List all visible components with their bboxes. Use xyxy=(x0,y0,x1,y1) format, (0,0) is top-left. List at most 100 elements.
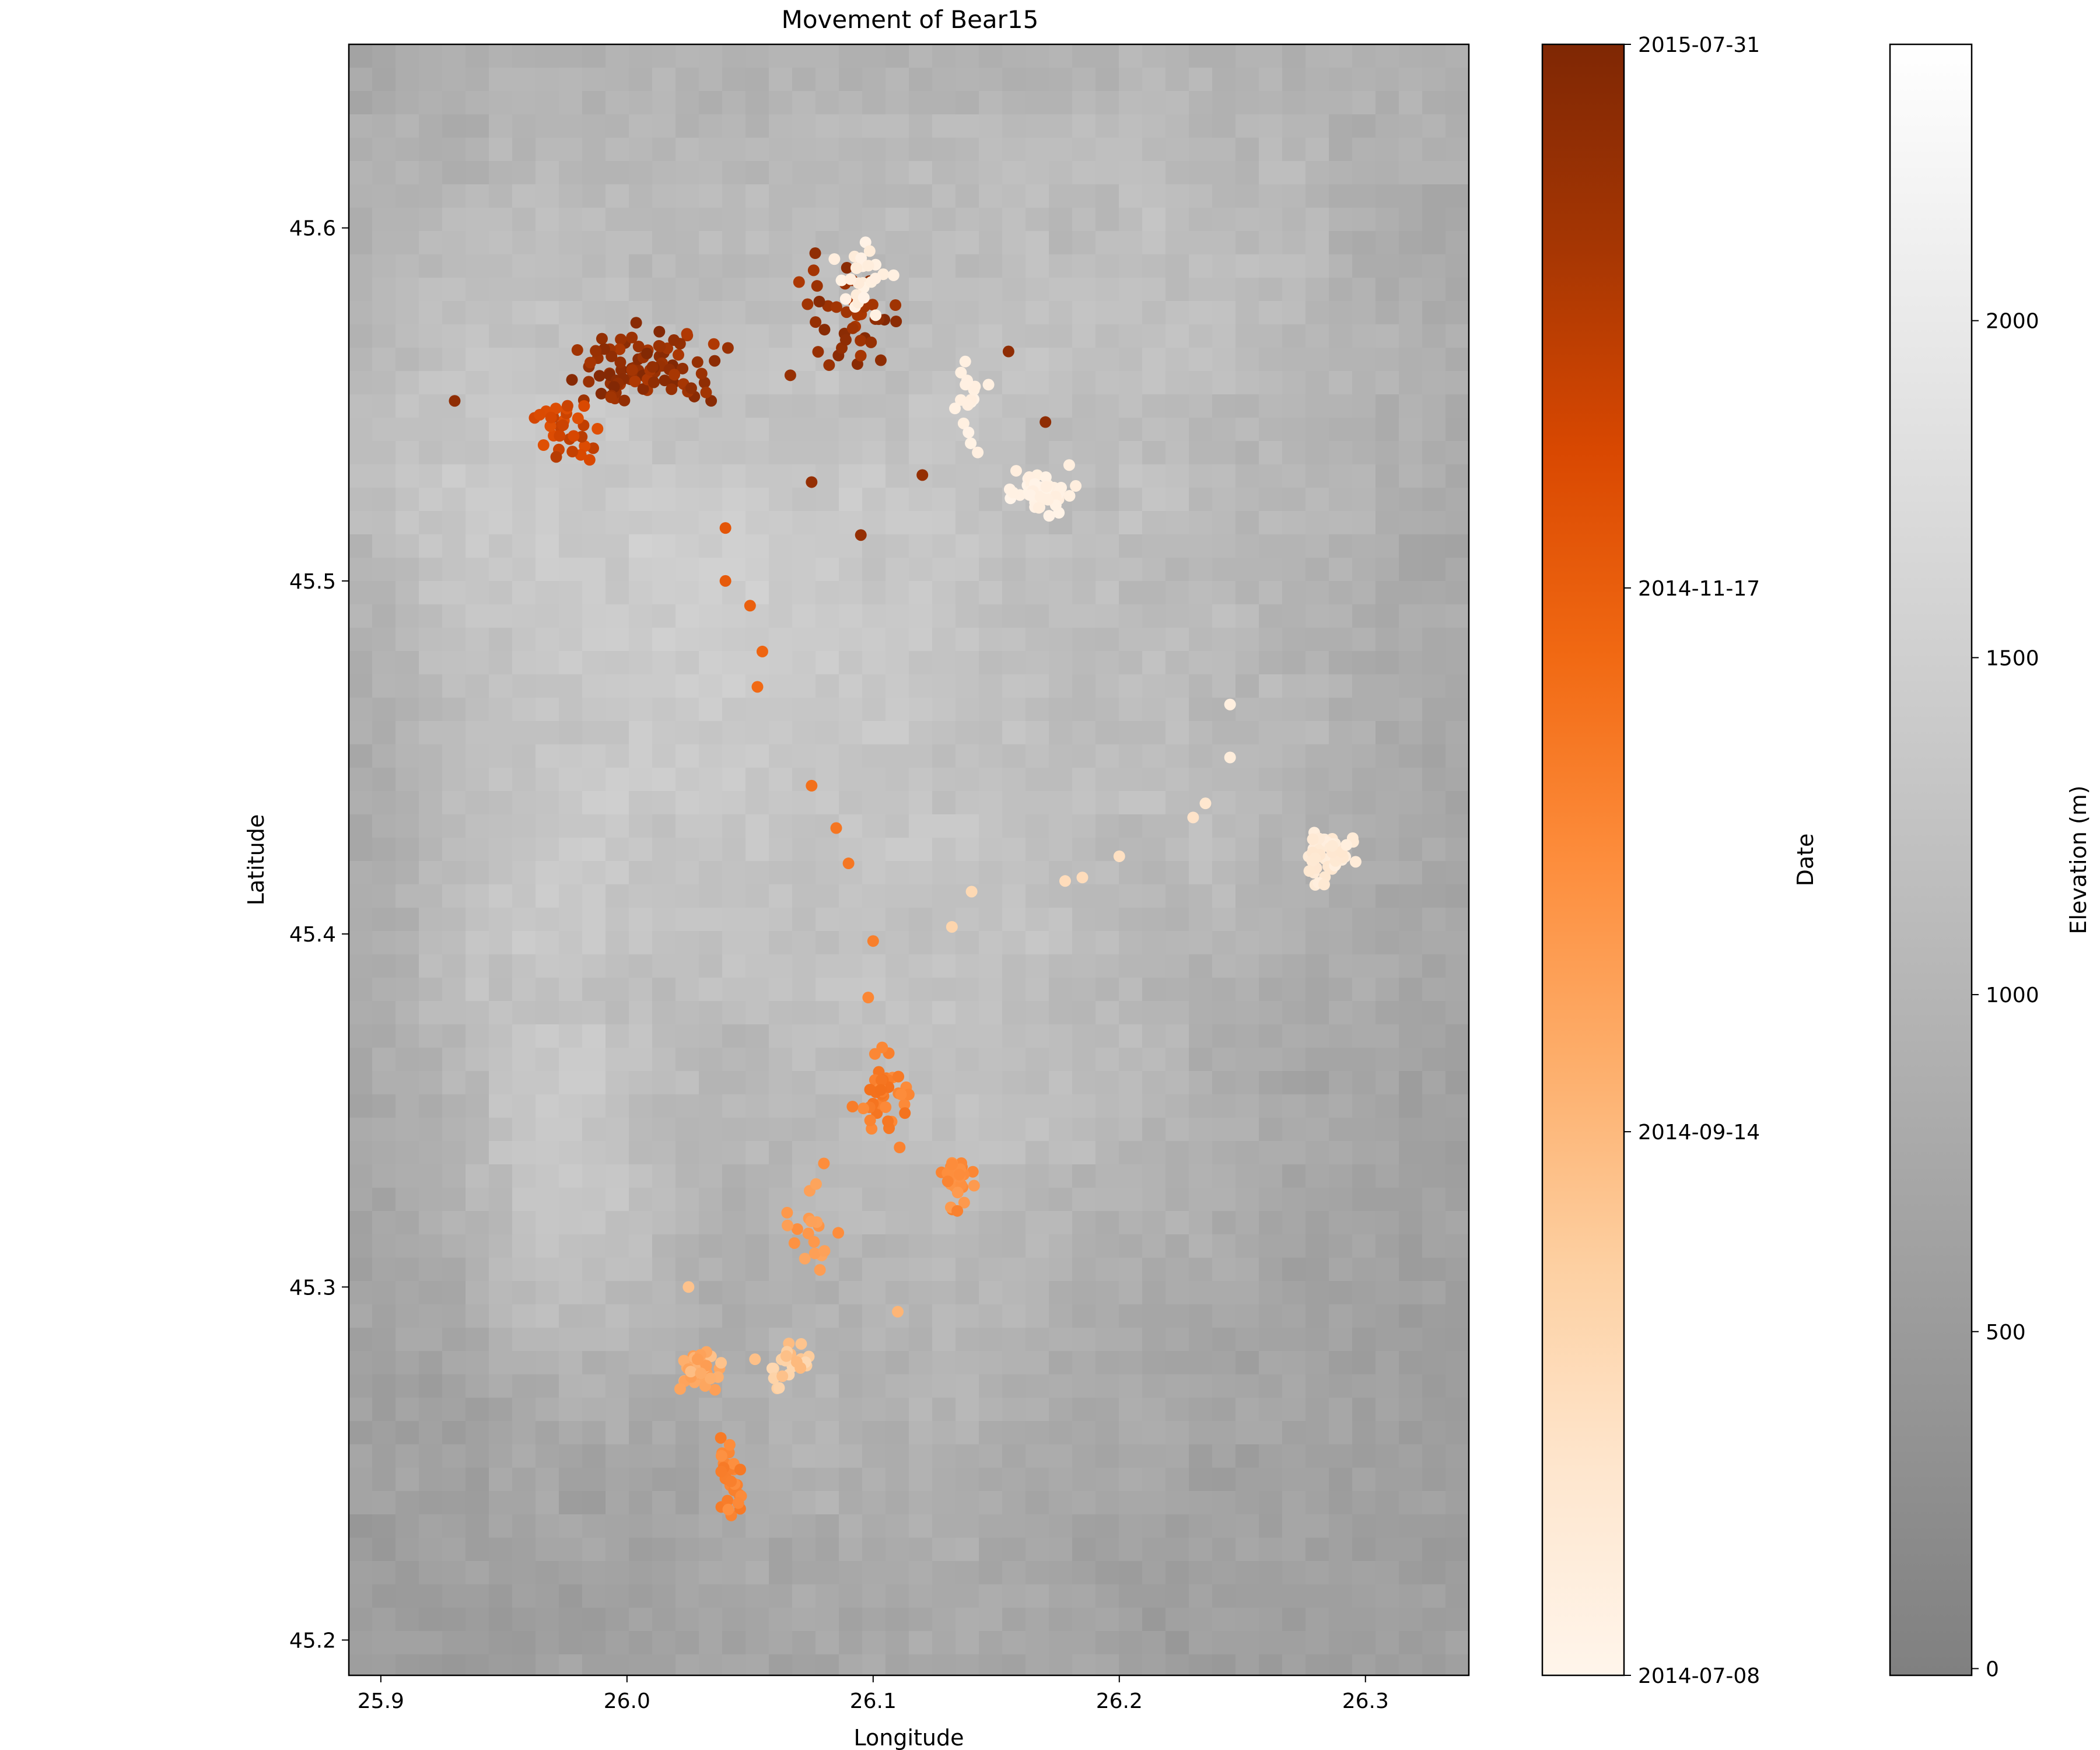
elevation-cell xyxy=(1399,1421,1423,1445)
elevation-cell xyxy=(722,1024,746,1048)
elevation-cell xyxy=(349,768,373,792)
elevation-cell xyxy=(1212,1188,1236,1212)
location-point xyxy=(776,1370,789,1382)
elevation-cell xyxy=(489,978,513,1002)
elevation-cell xyxy=(1142,1631,1166,1655)
elevation-cell xyxy=(1422,91,1446,115)
elevation-cell xyxy=(1072,1164,1096,1188)
elevation-cell xyxy=(582,838,606,862)
elevation-cell xyxy=(349,814,373,838)
elevation-cell xyxy=(769,1421,793,1445)
elevation-cell xyxy=(349,534,373,558)
elevation-cell xyxy=(372,1048,396,1072)
elevation-cell xyxy=(1422,278,1446,302)
elevation-cell xyxy=(396,278,419,302)
elevation-cell xyxy=(1072,581,1096,605)
elevation-cell xyxy=(1376,838,1399,862)
elevation-cell xyxy=(979,814,1003,838)
elevation-cell xyxy=(839,44,863,68)
elevation-cell xyxy=(932,978,956,1002)
elevation-cell xyxy=(839,1234,863,1258)
elevation-cell xyxy=(839,978,863,1002)
elevation-cell xyxy=(886,488,909,512)
elevation-cell xyxy=(582,884,606,908)
elevation-cell xyxy=(396,1468,419,1492)
elevation-cell xyxy=(349,371,373,395)
elevation-cell xyxy=(886,1374,909,1398)
elevation-cell xyxy=(349,208,373,232)
elevation-cell xyxy=(1236,1398,1259,1422)
elevation-cell xyxy=(699,1211,723,1235)
elevation-cell xyxy=(1306,1351,1329,1375)
elevation-cell xyxy=(816,698,839,722)
elevation-cell xyxy=(1352,604,1376,628)
elevation-cell xyxy=(1026,534,1049,558)
elevation-cell xyxy=(1352,1584,1376,1608)
elevation-cell xyxy=(839,884,863,908)
elevation-cell xyxy=(349,511,373,535)
elevation-cell xyxy=(1119,1258,1143,1282)
elevation-cell xyxy=(1236,978,1259,1002)
elevation-cell xyxy=(1306,744,1329,768)
elevation-cell xyxy=(442,674,466,698)
elevation-cell xyxy=(1049,978,1073,1002)
elevation-cell xyxy=(1236,1351,1259,1375)
elevation-cell xyxy=(792,1491,816,1515)
elevation-cell xyxy=(1399,1001,1423,1025)
elevation-cell xyxy=(559,1421,583,1445)
elevation-cell xyxy=(419,698,443,722)
elevation-cell xyxy=(746,114,769,138)
elevation-cell xyxy=(1399,1374,1423,1398)
elevation-cell xyxy=(676,1631,699,1655)
elevation-cell xyxy=(652,1444,676,1468)
elevation-cell xyxy=(839,1444,863,1468)
elevation-cell xyxy=(1096,324,1119,348)
elevation-cell xyxy=(1399,1491,1423,1515)
elevation-cell xyxy=(1166,324,1189,348)
elevation-cell xyxy=(629,884,653,908)
elevation-cell xyxy=(1166,1001,1189,1025)
elevation-cell xyxy=(536,1538,559,1562)
elevation-cell xyxy=(372,978,396,1002)
elevation-cell xyxy=(536,1118,559,1142)
location-point xyxy=(626,364,638,376)
location-point xyxy=(780,1350,792,1362)
elevation-cell xyxy=(652,1351,676,1375)
elevation-cell xyxy=(396,44,419,68)
elevation-cell xyxy=(372,954,396,978)
elevation-cell xyxy=(606,768,629,792)
elevation-cell xyxy=(1236,628,1259,652)
elevation-cell xyxy=(1329,371,1353,395)
elevation-cell xyxy=(1306,511,1329,535)
elevation-cell xyxy=(1282,1514,1306,1538)
elevation-cell xyxy=(606,698,629,722)
elevation-cell xyxy=(512,1281,536,1305)
elevation-cell xyxy=(1166,1468,1189,1492)
elevation-cell xyxy=(1422,791,1446,815)
elevation-cell xyxy=(652,768,676,792)
elevation-cell xyxy=(932,744,956,768)
elevation-cell xyxy=(1142,604,1166,628)
elevation-cell xyxy=(536,604,559,628)
elevation-cell xyxy=(489,161,513,185)
elevation-cell xyxy=(559,1514,583,1538)
elevation-cell xyxy=(1446,814,1469,838)
elevation-cell xyxy=(979,534,1003,558)
elevation-cell xyxy=(1119,1398,1143,1422)
elevation-cell xyxy=(1399,114,1423,138)
elevation-cell xyxy=(909,674,933,698)
location-point xyxy=(715,1357,727,1369)
elevation-cell xyxy=(956,1024,979,1048)
elevation-cell xyxy=(1166,908,1189,932)
elevation-cell xyxy=(1306,1211,1329,1235)
elevation-cell xyxy=(1422,1608,1446,1632)
elevation-cell xyxy=(1026,1024,1049,1048)
elevation-cell xyxy=(1329,68,1353,92)
elevation-cell xyxy=(396,1094,419,1118)
elevation-cell xyxy=(1142,1304,1166,1328)
elevation-cell xyxy=(1049,1118,1073,1142)
elevation-cell xyxy=(1259,1024,1283,1048)
elevation-cell xyxy=(1259,44,1283,68)
elevation-cell xyxy=(512,1164,536,1188)
elevation-cell xyxy=(536,184,559,208)
